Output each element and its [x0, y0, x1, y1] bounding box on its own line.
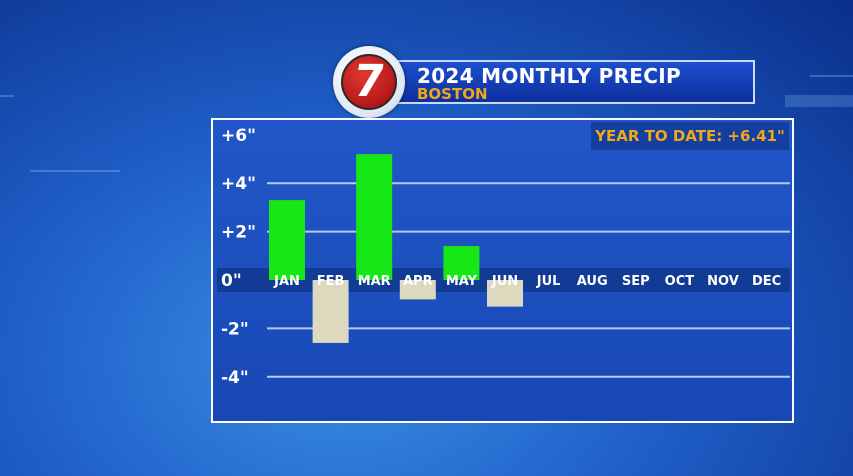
logo-badge: 7: [341, 54, 397, 110]
header-banner: 2024 MONTHLY PRECIP BOSTON: [345, 60, 755, 104]
chart-panel: +6" +4" +2" 0" -2" -4" JAN FEB MAR APR MAY JUN JUL AU…: [211, 118, 794, 423]
bar-jun: [487, 280, 523, 307]
x-tick-label: JUN: [491, 274, 518, 289]
y-tick-label: +6": [221, 126, 256, 146]
bar-jan: [269, 200, 305, 280]
logo-number: 7: [350, 56, 388, 107]
x-tick-label: SEP: [622, 274, 650, 289]
background-line: [0, 95, 14, 97]
x-tick-label: DEC: [752, 274, 781, 289]
x-tick-label: FEB: [317, 274, 345, 289]
x-tick-label: AUG: [577, 274, 608, 289]
y-tick-label: +4": [221, 174, 256, 194]
y-tick-label: -2": [221, 319, 249, 339]
precip-bar-chart: +6" +4" +2" 0" -2" -4" JAN FEB MAR APR MAY JUN JUL AU…: [217, 126, 790, 388]
y-tick-label: +2": [221, 223, 256, 243]
x-tick-label: JAN: [273, 274, 300, 289]
x-tick-label: MAY: [446, 274, 478, 289]
x-tick-label: MAR: [358, 274, 391, 289]
y-tick-label: 0": [221, 271, 242, 291]
background-box: [785, 95, 853, 107]
bar-may: [443, 246, 480, 280]
background-line: [30, 170, 120, 172]
channel-7-logo: 7: [333, 46, 405, 118]
x-tick-label: NOV: [707, 274, 739, 289]
bar-feb: [312, 280, 349, 343]
background-line: [810, 75, 853, 77]
x-tick-label: OCT: [665, 274, 695, 289]
chart-title: 2024 MONTHLY PRECIP: [417, 64, 681, 88]
bar-mar: [356, 154, 393, 280]
chart-subtitle: BOSTON: [417, 85, 488, 103]
x-tick-label: APR: [403, 274, 433, 289]
bar-apr: [399, 280, 436, 300]
y-tick-label: -4": [221, 368, 249, 388]
x-tick-label: JUL: [536, 274, 561, 289]
year-to-date-label: YEAR TO DATE: +6.41": [591, 122, 789, 150]
